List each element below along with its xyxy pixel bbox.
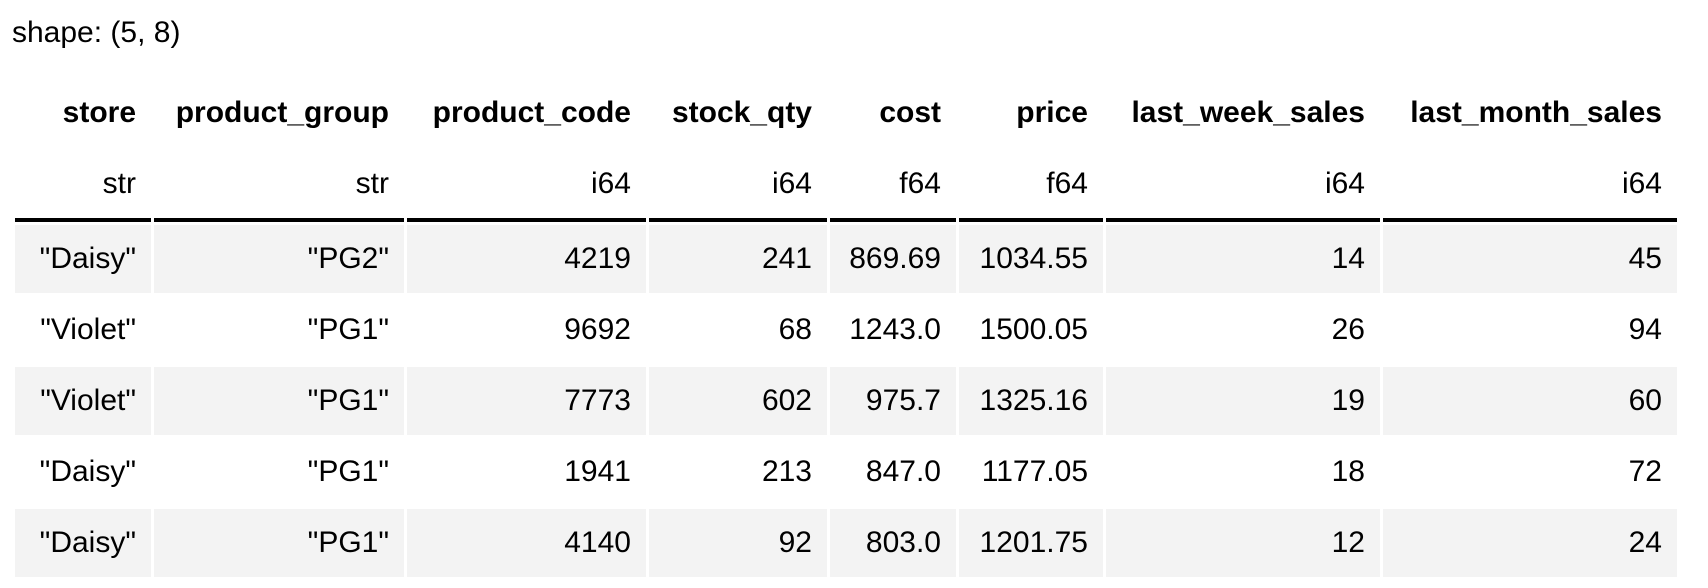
table-cell: 14 <box>1106 225 1380 293</box>
table-cell: "Violet" <box>15 296 151 364</box>
table-cell: 72 <box>1383 438 1677 506</box>
table-cell: 241 <box>649 225 827 293</box>
table-cell: 94 <box>1383 296 1677 364</box>
table-cell: "Violet" <box>15 367 151 435</box>
column-header-row: store product_group product_code stock_q… <box>15 79 1677 147</box>
table-cell: 1500.05 <box>959 296 1103 364</box>
table-cell: "PG1" <box>154 296 404 364</box>
table-cell: 92 <box>649 509 827 577</box>
table-cell: "PG1" <box>154 438 404 506</box>
dtype-cell-last-week-sales: i64 <box>1106 150 1380 222</box>
table-cell: 1243.0 <box>830 296 956 364</box>
table-cell: 45 <box>1383 225 1677 293</box>
table-cell: 1941 <box>407 438 646 506</box>
column-header-last-month-sales: last_month_sales <box>1410 96 1662 129</box>
table-cell: 9692 <box>407 296 646 364</box>
table-cell: 975.7 <box>830 367 956 435</box>
dtype-cell-price: f64 <box>959 150 1103 222</box>
column-header-stock-qty: stock_qty <box>671 96 812 129</box>
dtype-cell-last-month-sales: i64 <box>1383 150 1677 222</box>
table-cell: 1201.75 <box>959 509 1103 577</box>
table-cell: 68 <box>649 296 827 364</box>
table-cell: 12 <box>1106 509 1380 577</box>
table-cell: 4140 <box>407 509 646 577</box>
table-cell: 7773 <box>407 367 646 435</box>
column-header-price: price <box>1016 96 1088 129</box>
dataframe-shape-label: shape: (5, 8) <box>12 16 181 49</box>
column-header-last-week-sales: last_week_sales <box>1131 96 1365 129</box>
table-cell: 1325.16 <box>959 367 1103 435</box>
table-cell: 19 <box>1106 367 1380 435</box>
dtype-cell-product-group: str <box>154 150 404 222</box>
dtype-cell-store: str <box>15 150 151 222</box>
table-cell: 24 <box>1383 509 1677 577</box>
table-row: "Violet" "PG1" 9692 68 1243.0 1500.05 26… <box>15 296 1677 364</box>
table-cell: 26 <box>1106 296 1380 364</box>
dtype-row: str str i64 i64 f64 f64 i64 i64 <box>15 150 1677 222</box>
dtype-cell-cost: f64 <box>830 150 956 222</box>
table-cell: "PG1" <box>154 367 404 435</box>
table-cell: 213 <box>649 438 827 506</box>
table-cell: 847.0 <box>830 438 956 506</box>
table-row: "Daisy" "PG2" 4219 241 869.69 1034.55 14… <box>15 225 1677 293</box>
table-cell: 602 <box>649 367 827 435</box>
table-cell: 869.69 <box>830 225 956 293</box>
table-cell: 1034.55 <box>959 225 1103 293</box>
table-cell: 4219 <box>407 225 646 293</box>
table-cell: "Daisy" <box>15 509 151 577</box>
table-cell: 1177.05 <box>959 438 1103 506</box>
table-row: "Violet" "PG1" 7773 602 975.7 1325.16 19… <box>15 367 1677 435</box>
column-header-product-code: product_code <box>432 96 631 129</box>
table-cell: "Daisy" <box>15 438 151 506</box>
dataframe-table: store product_group product_code stock_q… <box>12 76 1680 580</box>
dtype-cell-stock-qty: i64 <box>649 150 827 222</box>
table-cell: 60 <box>1383 367 1677 435</box>
table-row: "Daisy" "PG1" 4140 92 803.0 1201.75 12 2… <box>15 509 1677 577</box>
dtype-cell-product-code: i64 <box>407 150 646 222</box>
table-cell: "PG2" <box>154 225 404 293</box>
table-row: "Daisy" "PG1" 1941 213 847.0 1177.05 18 … <box>15 438 1677 506</box>
table-cell: "Daisy" <box>15 225 151 293</box>
column-header-cost: cost <box>879 96 941 129</box>
table-cell: 18 <box>1106 438 1380 506</box>
column-header-store: store <box>62 96 136 129</box>
table-cell: "PG1" <box>154 509 404 577</box>
table-cell: 803.0 <box>830 509 956 577</box>
column-header-product-group: product_group <box>175 96 389 129</box>
